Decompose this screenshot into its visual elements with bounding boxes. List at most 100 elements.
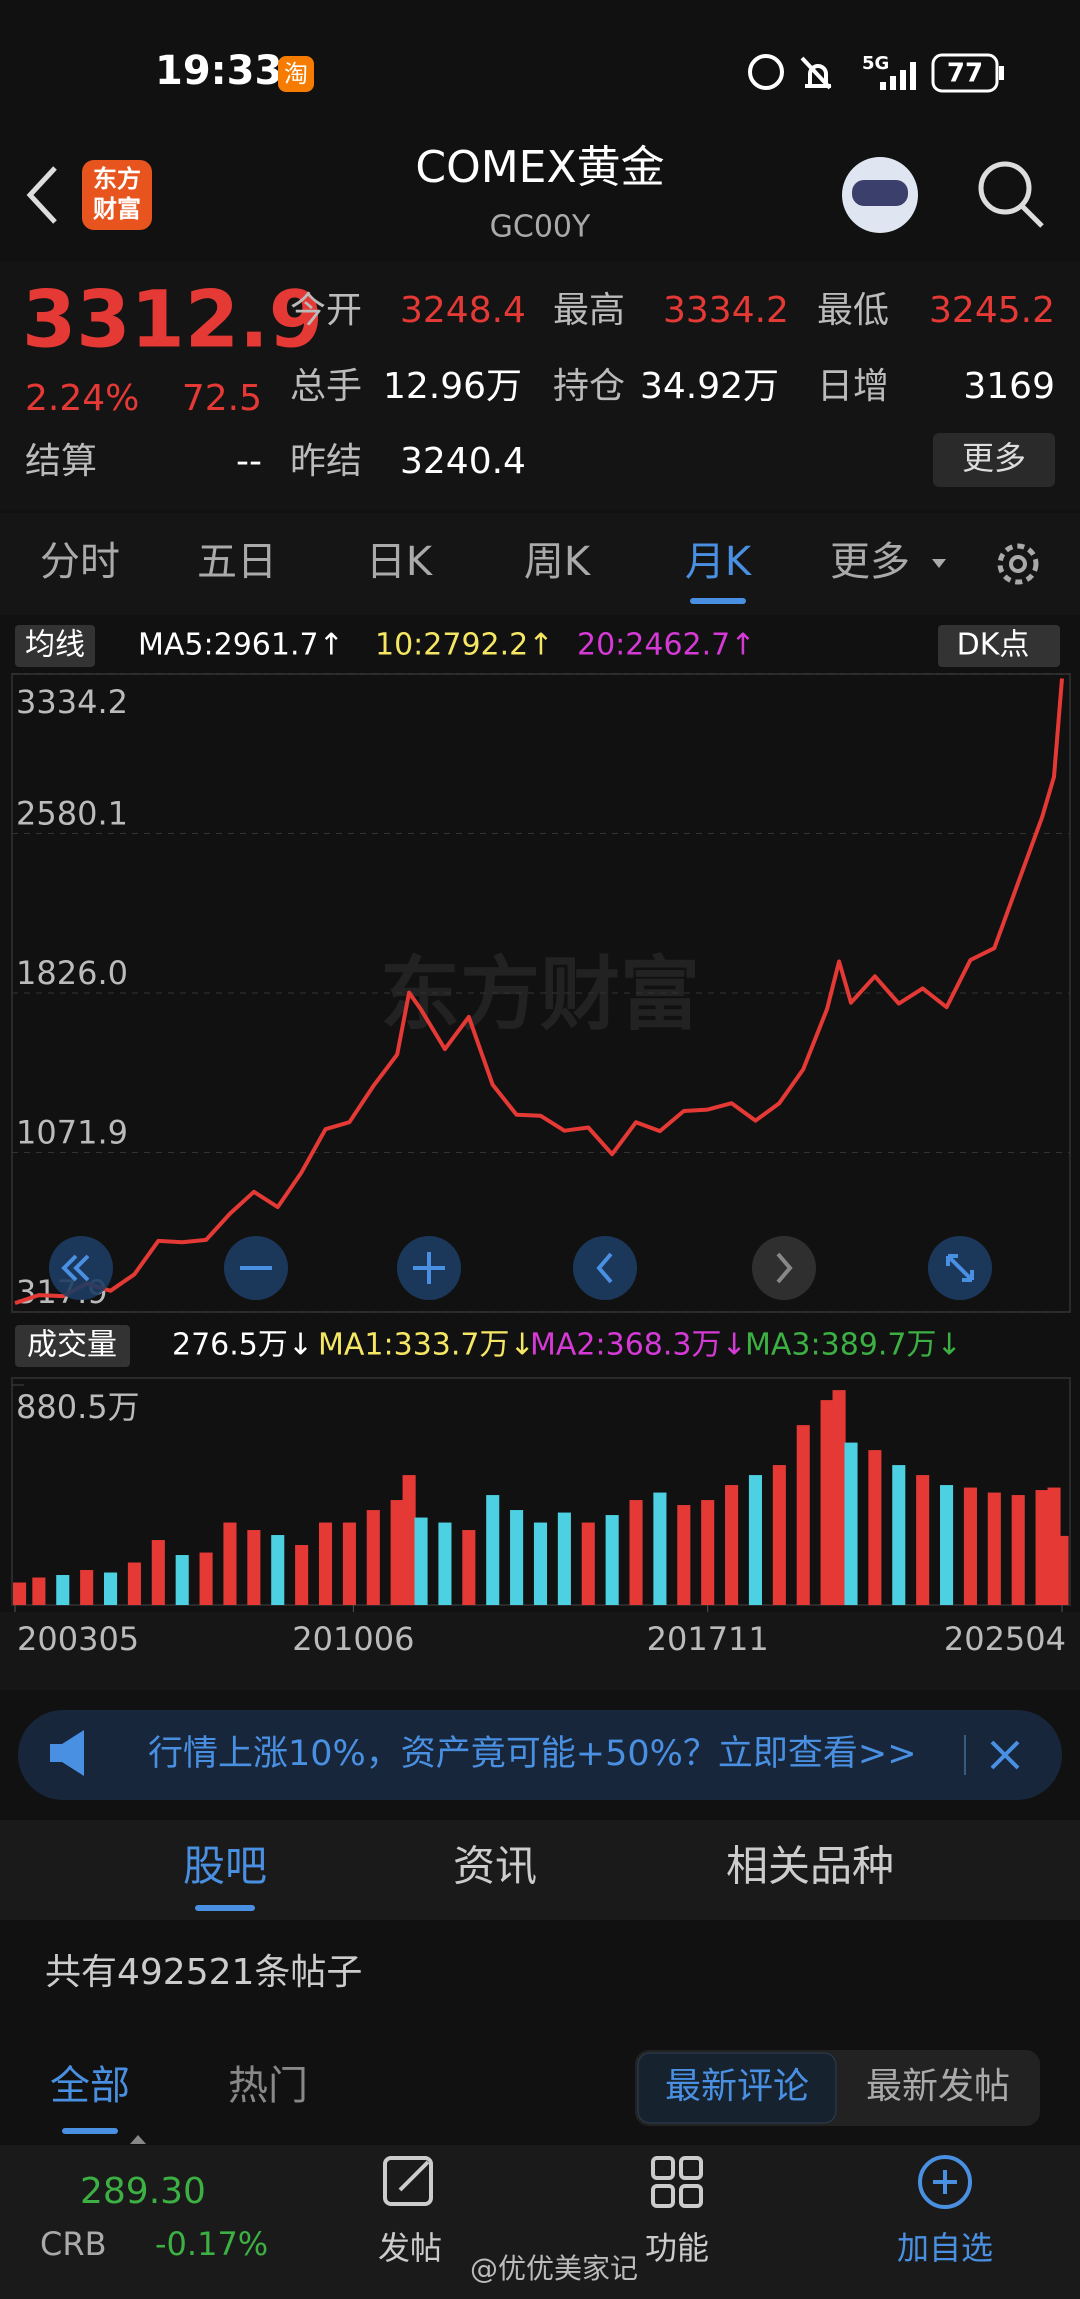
x-tick-label: 201711 bbox=[647, 1620, 769, 1658]
zoom-button[interactable] bbox=[49, 1236, 113, 1300]
x-tick-label: 200305 bbox=[17, 1620, 139, 1658]
network: 5G bbox=[862, 53, 889, 74]
filter[interactable]: 热门 bbox=[228, 2063, 308, 2109]
nav-label[interactable]: 发帖 bbox=[378, 2229, 442, 2267]
period-tab[interactable]: 周K bbox=[524, 539, 592, 585]
ma5-legend: MA5:2961.7↑ bbox=[138, 628, 344, 663]
volume-bar bbox=[677, 1505, 691, 1605]
volume-bar bbox=[127, 1562, 141, 1605]
legend-box[interactable] bbox=[15, 625, 95, 667]
period-tab-active[interactable]: 月K bbox=[685, 539, 753, 585]
volume-bar bbox=[486, 1495, 500, 1605]
y-tick-label: 880.5万 bbox=[16, 1388, 140, 1426]
field-value: 3169 bbox=[963, 366, 1055, 407]
function-icon[interactable] bbox=[651, 2156, 703, 2208]
price: 3312.9 bbox=[22, 275, 323, 365]
period-tab[interactable]: 更多 bbox=[830, 539, 910, 585]
ma10-legend: 10:2792.2↑ bbox=[375, 628, 553, 663]
sort-label-active: 最新评论 bbox=[665, 2066, 809, 2107]
add-plus bbox=[933, 2170, 957, 2194]
settings-button[interactable] bbox=[997, 543, 1039, 585]
icon-cell bbox=[651, 2156, 675, 2180]
ma1-legend: MA1:333.7万↓ bbox=[318, 1328, 535, 1363]
volume-bar bbox=[1035, 1490, 1049, 1605]
icon bbox=[946, 1254, 974, 1282]
add-icon[interactable] bbox=[918, 2155, 972, 2209]
search-button[interactable] bbox=[978, 161, 1032, 215]
more-button[interactable] bbox=[933, 433, 1055, 487]
more-button-label: 更多 bbox=[962, 439, 1026, 477]
zoom-button[interactable] bbox=[752, 1236, 816, 1300]
volume-bar bbox=[987, 1492, 1001, 1605]
close-button[interactable] bbox=[990, 1740, 1020, 1770]
battery-level: 77 bbox=[947, 59, 983, 89]
logo-line: 东方 bbox=[93, 165, 141, 193]
sort-label[interactable]: 最新发帖 bbox=[866, 2066, 1010, 2107]
x-axis: 200305 201006 201711 202504 bbox=[14, 1605, 1066, 1658]
volume-bar bbox=[271, 1535, 285, 1605]
settings-core bbox=[1009, 555, 1027, 573]
volume-legend: 276.5万↓ bbox=[172, 1328, 313, 1363]
icon bbox=[776, 1252, 793, 1284]
filter-active[interactable]: 全部 bbox=[50, 2063, 130, 2109]
volume-bar bbox=[32, 1577, 46, 1605]
change: 72.5 bbox=[182, 378, 262, 419]
volume-bar bbox=[963, 1487, 977, 1605]
quote-panel bbox=[0, 262, 1080, 510]
nav-label[interactable]: 功能 bbox=[645, 2229, 709, 2267]
volume-bar bbox=[342, 1522, 356, 1605]
legend-box[interactable] bbox=[15, 1325, 130, 1367]
volume-bar bbox=[1055, 1535, 1069, 1605]
battery-frame bbox=[931, 53, 999, 93]
nav-label[interactable]: 加自选 bbox=[897, 2229, 993, 2267]
volume-bar bbox=[557, 1512, 571, 1605]
title: COMEX黄金 bbox=[415, 142, 664, 193]
icon-cell bbox=[651, 2184, 675, 2208]
volume-bar bbox=[940, 1485, 954, 1605]
dk-button[interactable] bbox=[938, 625, 1060, 667]
megaphone-icon bbox=[50, 1730, 84, 1776]
section-tab[interactable]: 资讯 bbox=[453, 1842, 537, 1891]
field-label: 最高 bbox=[553, 290, 625, 331]
period-tab[interactable]: 五日 bbox=[197, 539, 277, 585]
ma20-legend: 20:2462.7↑ bbox=[577, 628, 755, 663]
y-tick-label: 2580.1 bbox=[16, 795, 128, 833]
field-label: 结算 bbox=[25, 441, 97, 482]
sort-active[interactable] bbox=[637, 2052, 837, 2124]
section-tabs bbox=[0, 1820, 1080, 1920]
index-change: -0.17% bbox=[155, 2225, 268, 2263]
volume-bar bbox=[366, 1510, 380, 1605]
post-icon[interactable] bbox=[383, 2156, 433, 2206]
volume-bar bbox=[318, 1522, 333, 1605]
promo-banner[interactable] bbox=[18, 1710, 1062, 1800]
field-value: 3245.2 bbox=[929, 290, 1055, 331]
volume-bar bbox=[510, 1510, 524, 1605]
period-tab[interactable]: 日K bbox=[366, 539, 434, 585]
back-button[interactable] bbox=[26, 166, 57, 224]
logo-bg[interactable] bbox=[82, 160, 152, 230]
zoom-button[interactable] bbox=[573, 1236, 637, 1300]
volume-bar bbox=[892, 1465, 906, 1605]
battery-tip bbox=[999, 66, 1004, 80]
logo-line: 财富 bbox=[93, 195, 141, 223]
volume-bar bbox=[725, 1485, 739, 1605]
volume-bar bbox=[402, 1475, 416, 1605]
y-tick-label: 1071.9 bbox=[16, 1114, 128, 1152]
volume-bar bbox=[533, 1522, 548, 1605]
expand-arrow[interactable] bbox=[130, 2135, 146, 2144]
dropdown-arrow bbox=[932, 559, 946, 568]
bottom-nav bbox=[0, 2145, 1080, 2299]
field-label: 日增 bbox=[817, 366, 889, 407]
section-tab[interactable]: 相关品种 bbox=[726, 1842, 894, 1891]
search-handle bbox=[1020, 204, 1044, 228]
volume-bar bbox=[103, 1572, 118, 1605]
section-tab-active[interactable]: 股吧 bbox=[183, 1842, 267, 1891]
signal-icon bbox=[880, 62, 916, 90]
volume-bar bbox=[868, 1450, 882, 1605]
field-label: 总手 bbox=[290, 366, 362, 407]
tab-underline bbox=[690, 598, 746, 604]
mute-icon bbox=[800, 56, 832, 90]
chart-watermark: 东方财富 bbox=[380, 948, 700, 1041]
period-tab[interactable]: 分时 bbox=[40, 539, 120, 585]
